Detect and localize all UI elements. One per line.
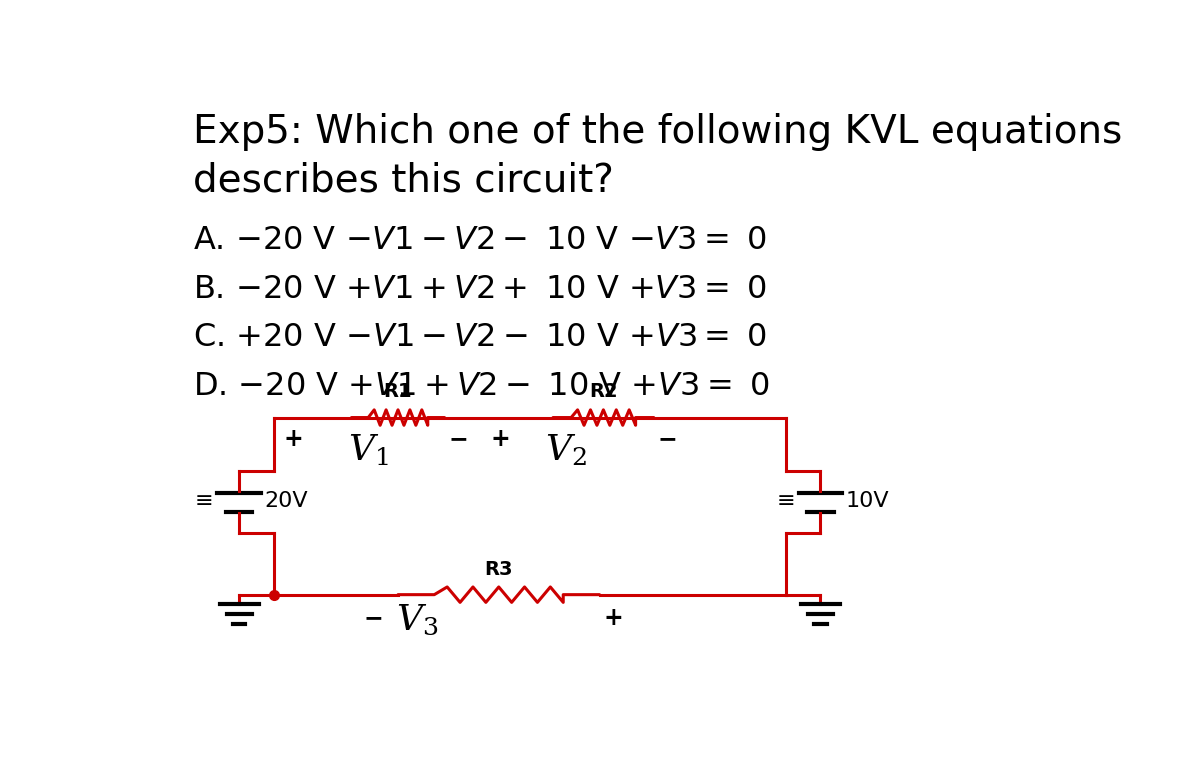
Text: 10V: 10V <box>845 491 889 511</box>
Text: R1: R1 <box>384 382 413 401</box>
Text: Exp5: Which one of the following KVL equations
describes this circuit?: Exp5: Which one of the following KVL equ… <box>193 113 1122 200</box>
Text: ≡: ≡ <box>776 491 794 511</box>
Text: C. $+$20 V $- \mathit{V}1 - \mathit{V}2 -$ 10 V $+ \mathit{V}3 =$ 0: C. $+$20 V $- \mathit{V}1 - \mathit{V}2 … <box>193 322 767 353</box>
Text: +: + <box>491 427 511 451</box>
Text: $V_2$: $V_2$ <box>545 433 587 468</box>
Text: −: − <box>449 427 468 451</box>
Text: 20V: 20V <box>264 491 307 511</box>
Text: $V_3$: $V_3$ <box>396 603 439 637</box>
Text: +: + <box>604 606 623 630</box>
Text: R2: R2 <box>589 382 618 401</box>
Text: $V_1$: $V_1$ <box>348 433 389 468</box>
Text: R3: R3 <box>485 560 514 579</box>
Text: ≡: ≡ <box>194 491 214 511</box>
Text: −: − <box>364 606 383 630</box>
Text: −: − <box>658 427 677 451</box>
Text: D. $-$20 V $+ \mathit{V}1 + \mathit{V}2 -$ 10 V $+ \mathit{V}3 =$ 0: D. $-$20 V $+ \mathit{V}1 + \mathit{V}2 … <box>193 370 769 402</box>
Text: +: + <box>283 427 304 451</box>
Text: A. $-$20 V $- \mathit{V}1 - \mathit{V}2 -$ 10 V $- \mathit{V}3 =$ 0: A. $-$20 V $- \mathit{V}1 - \mathit{V}2 … <box>193 225 767 256</box>
Text: B. $-$20 V $+ \mathit{V}1 + \mathit{V}2 +$ 10 V $+ \mathit{V}3 =$ 0: B. $-$20 V $+ \mathit{V}1 + \mathit{V}2 … <box>193 273 767 304</box>
